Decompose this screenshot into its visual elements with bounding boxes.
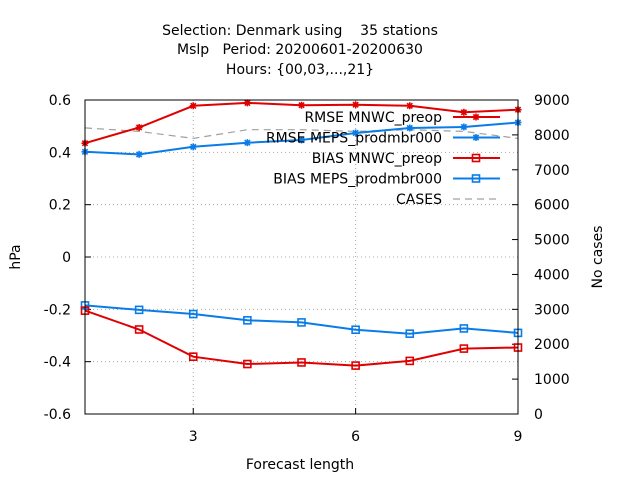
data-point bbox=[243, 139, 251, 147]
data-point bbox=[405, 329, 415, 338]
y-tick-label: 0 bbox=[62, 250, 71, 266]
y2-tick-label: 8000 bbox=[534, 128, 570, 144]
data-point bbox=[405, 356, 415, 366]
data-point bbox=[134, 305, 144, 315]
data-point bbox=[352, 101, 360, 109]
y-axis-label: hPa bbox=[8, 244, 24, 269]
series-line bbox=[84, 309, 519, 367]
legend-label: BIAS MNWC_preop bbox=[312, 151, 442, 167]
legend-marker bbox=[472, 113, 480, 121]
y2-tick-label: 3000 bbox=[534, 302, 570, 318]
chart-title-line-3: Hours: {00,03,...,21} bbox=[226, 62, 374, 78]
y2-axis-label: No cases bbox=[590, 226, 606, 289]
series-cases bbox=[84, 127, 519, 140]
legend-label: RMSE MEPS_prodmbr000 bbox=[266, 131, 442, 147]
data-point bbox=[188, 309, 198, 319]
series-line bbox=[84, 127, 519, 140]
y2-tick-label: 9000 bbox=[534, 93, 570, 109]
data-point bbox=[352, 129, 360, 137]
y2-tick-label: 4000 bbox=[534, 267, 570, 283]
data-point bbox=[135, 150, 143, 158]
data-point bbox=[406, 124, 414, 132]
data-point bbox=[460, 108, 468, 116]
chart-title-line-2: Mslp Period: 20200601-20200630 bbox=[177, 42, 423, 58]
y2-tick-label: 0 bbox=[534, 407, 543, 423]
plot-series bbox=[80, 99, 523, 370]
data-point bbox=[189, 143, 197, 151]
data-point bbox=[243, 359, 252, 369]
y2-tick-label: 7000 bbox=[534, 163, 570, 179]
y-tick-label: -0.2 bbox=[44, 302, 71, 318]
plot-frame bbox=[84, 99, 519, 415]
legend-label: BIAS MEPS_prodmbr000 bbox=[273, 172, 442, 188]
y2-tick-label: 1000 bbox=[534, 372, 570, 388]
x-tick-label: 3 bbox=[189, 429, 198, 445]
legend-marker bbox=[471, 153, 481, 163]
data-point bbox=[135, 123, 143, 131]
legend-marker bbox=[472, 134, 480, 141]
y-tick-label: -0.4 bbox=[44, 355, 71, 371]
data-point bbox=[298, 136, 305, 144]
legend-label: CASES bbox=[396, 192, 442, 208]
x-tick-label: 6 bbox=[351, 429, 360, 445]
x-axis-label: Forecast length bbox=[246, 457, 354, 473]
grid-lines bbox=[85, 100, 518, 414]
data-point bbox=[459, 344, 469, 353]
series-bias-meps-prodmbr000 bbox=[80, 301, 523, 338]
data-point bbox=[406, 102, 414, 110]
data-point bbox=[297, 318, 306, 327]
data-point bbox=[351, 325, 360, 335]
legend: RMSE MNWC_preop RMSE MEPS_prodmbr000 BIAS … bbox=[266, 110, 500, 208]
data-point bbox=[189, 102, 197, 110]
data-point bbox=[460, 123, 468, 131]
legend-marker bbox=[471, 174, 481, 183]
y2-tick-label: 5000 bbox=[534, 233, 570, 249]
x-tick-label: 9 bbox=[514, 429, 523, 445]
data-point bbox=[298, 101, 305, 109]
chart-title-line-1: Selection: Denmark using 35 stations bbox=[162, 23, 438, 39]
y2-tick-label: 2000 bbox=[534, 337, 570, 353]
y2-axis-ticks: 0 1000 2000 3000 4000 5000 6000 7000 8000 9000 bbox=[512, 93, 570, 423]
series-bias-mnwc-preop bbox=[80, 306, 523, 370]
y-axis-ticks: -0.6 -0.4 -0.2 0 0.2 0.4 0.6 bbox=[44, 93, 91, 423]
data-point bbox=[243, 99, 251, 107]
data-point bbox=[134, 325, 144, 334]
data-point bbox=[351, 361, 360, 370]
data-point bbox=[188, 352, 198, 361]
y-tick-label: 0.4 bbox=[49, 145, 71, 161]
series-line bbox=[84, 304, 519, 335]
data-point bbox=[243, 316, 252, 325]
data-point bbox=[297, 358, 306, 367]
y-tick-label: 0.6 bbox=[49, 93, 71, 109]
y-tick-label: -0.6 bbox=[44, 407, 71, 423]
y-tick-label: 0.2 bbox=[49, 198, 71, 214]
data-point bbox=[459, 324, 469, 333]
y2-tick-label: 6000 bbox=[534, 198, 570, 214]
legend-label: RMSE MNWC_preop bbox=[304, 110, 442, 126]
